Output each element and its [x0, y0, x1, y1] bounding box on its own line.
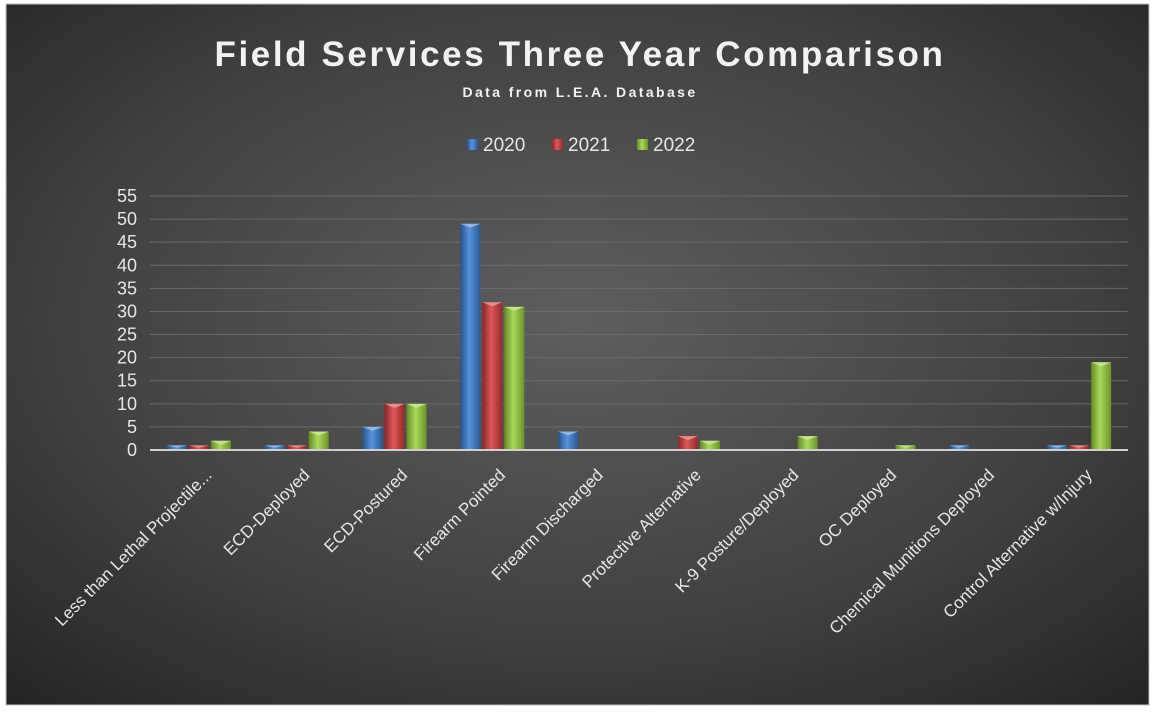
bar-2020-5 [558, 431, 579, 450]
y-tick-label: 50 [117, 209, 137, 229]
legend-swatch-2022 [637, 139, 648, 150]
bar-2022-8 [895, 445, 916, 450]
chart-background [5, 3, 1150, 706]
y-tick-label: 40 [117, 255, 137, 275]
y-tick-label: 30 [117, 301, 137, 321]
bar-2021-10 [1069, 445, 1090, 450]
legend-label-2021: 2021 [568, 135, 610, 156]
bar-2020-4 [460, 223, 481, 450]
y-tick-label: 20 [117, 348, 137, 368]
bar-2021-3 [384, 403, 405, 450]
legend-swatch-2020 [467, 139, 478, 150]
bar-2020-10 [1047, 445, 1068, 450]
bar-2022-7 [797, 436, 818, 450]
chart-bars [166, 223, 1112, 450]
y-tick-label: 45 [117, 232, 137, 252]
y-tick-label: 10 [117, 394, 137, 414]
bar-2022-3 [406, 403, 427, 450]
bar-2022-1 [210, 440, 231, 450]
chart-gridlines [150, 195, 1128, 428]
y-tick-label: 0 [127, 440, 137, 460]
y-tick-label: 55 [117, 186, 137, 206]
y-tick-label: 35 [117, 278, 137, 298]
legend-swatch-2021 [552, 139, 563, 150]
bar-2022-4 [504, 306, 525, 450]
bar-2022-6 [699, 440, 720, 450]
legend-label-2022: 2022 [653, 135, 695, 156]
y-tick-label: 15 [117, 371, 137, 391]
bar-2021-6 [677, 436, 698, 450]
bar-2020-3 [362, 426, 383, 450]
bar-2021-2 [286, 445, 307, 450]
bar-2022-2 [308, 431, 329, 450]
chart-title: Field Services Three Year Comparison [214, 35, 945, 74]
chart-legend: 2020 2021 2022 [467, 135, 695, 156]
bar-2021-4 [482, 302, 503, 450]
bar-2022-10 [1091, 362, 1112, 450]
legend-label-2020: 2020 [483, 135, 525, 156]
y-tick-label: 25 [117, 325, 137, 345]
bar-2020-1 [166, 445, 187, 450]
chart-subtitle: Data from L.E.A. Database [462, 84, 697, 100]
bar-2020-9 [949, 445, 970, 450]
y-tick-label: 5 [127, 417, 137, 437]
bar-2020-2 [264, 445, 285, 450]
y-axis-tick-labels: 0 5 10 15 20 25 30 35 40 45 50 55 [117, 186, 137, 460]
bar-2021-1 [188, 445, 209, 450]
